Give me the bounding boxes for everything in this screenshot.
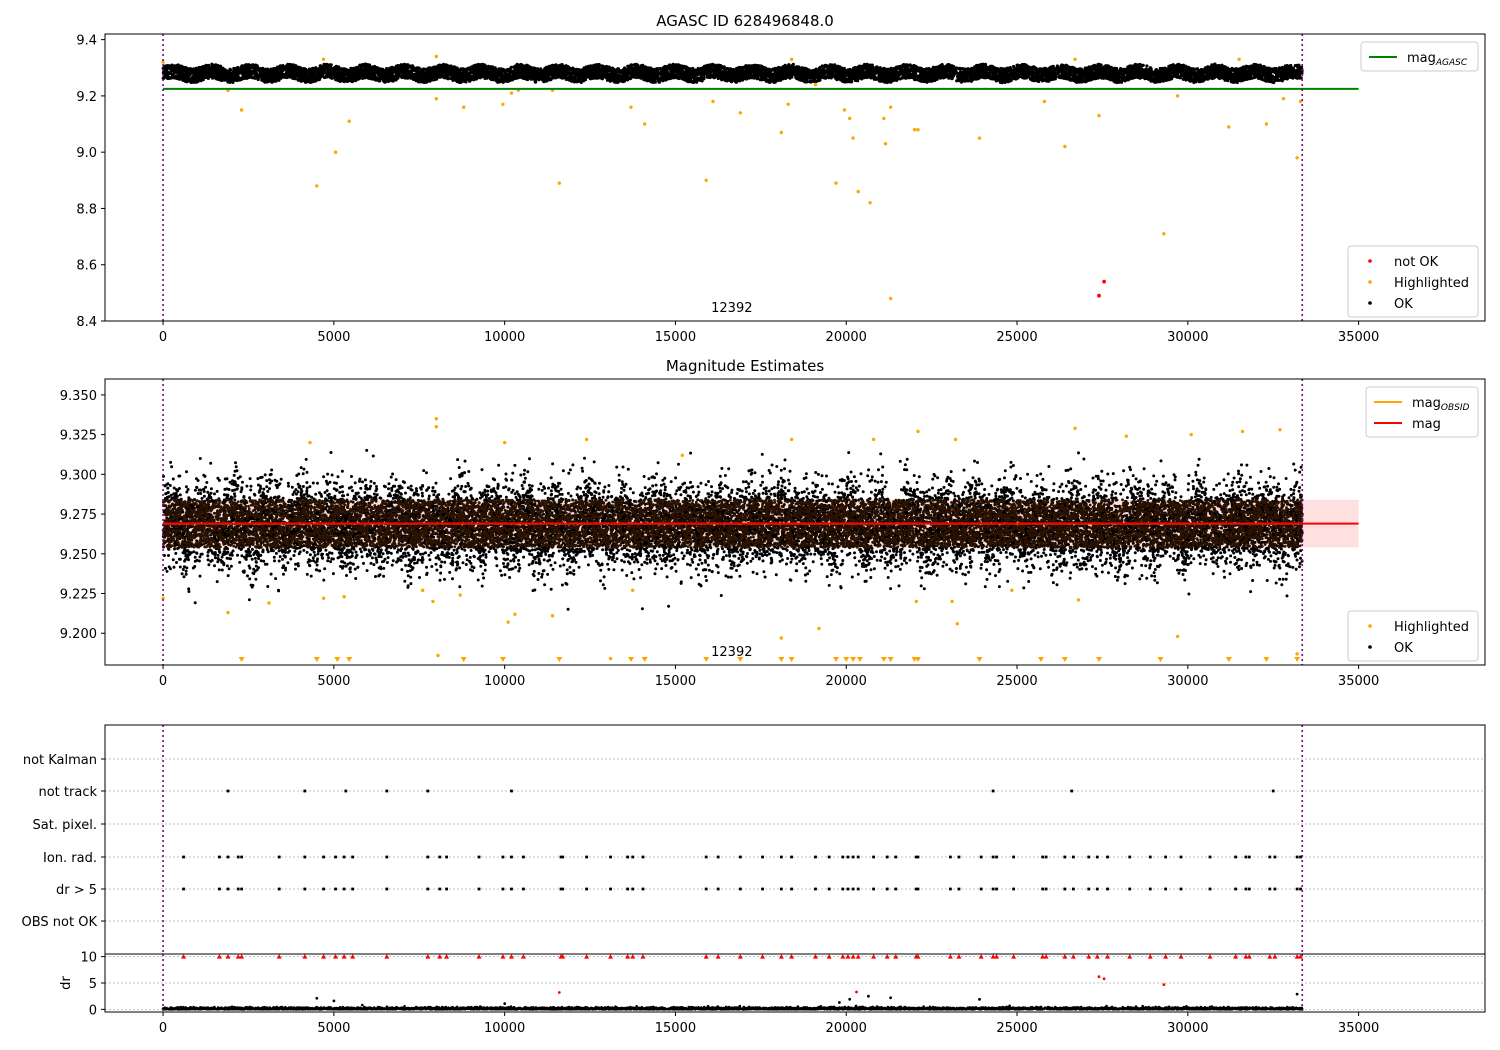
p2-xtick-label-7: 35000: [1338, 674, 1379, 689]
p4-ylabel: dr: [59, 976, 74, 990]
panel-dr: 0 5000 10000 15000 20000 25000 30000 35000 0 5 10 d…: [59, 951, 1486, 1036]
p4-xtick-label-0: 0: [159, 1021, 167, 1036]
p2-ytick-label-4: 9.300: [60, 468, 97, 483]
p2-upper-legend-subscript-0: OBSID: [1441, 403, 1470, 413]
p1-lower-legend-label-0: not OK: [1394, 255, 1439, 270]
p2-title: Magnitude Estimates: [666, 357, 824, 375]
p2-obsid-label: 12392: [711, 645, 752, 660]
p4-xtick-label-6: 30000: [1167, 1021, 1208, 1036]
p1-lower-legend-dot-1: [1368, 280, 1372, 284]
p1-ytick-label-3: 9.0: [76, 146, 97, 161]
p3-flag-label-2: Sat. pixel.: [33, 818, 97, 833]
p1-lower-legend-label-1: Highlighted: [1394, 276, 1469, 291]
p1-xtick-label-4: 20000: [826, 330, 867, 345]
p2-xtick-label-3: 15000: [655, 674, 696, 689]
p4-clipped-high-markers: [181, 954, 1304, 959]
p2-upper-legend-box: [1365, 386, 1479, 438]
p1-ytick-label-2: 8.8: [76, 202, 97, 217]
p1-axes-frame: [104, 33, 1486, 322]
p1-xtick-label-2: 10000: [484, 330, 525, 345]
p2-ytick-label-6: 9.350: [60, 389, 97, 404]
p1-xtick-label-5: 25000: [996, 330, 1037, 345]
p4-xtick-label-1: 5000: [317, 1021, 350, 1036]
p2-xtick-label-2: 10000: [484, 674, 525, 689]
p4-xtick-label-5: 25000: [996, 1021, 1037, 1036]
p2-lower-legend-box: [1347, 610, 1479, 662]
p2-axes-frame: [104, 378, 1486, 666]
p1-ytick-label-4: 9.2: [76, 90, 97, 105]
p1-ytick-label-0: 8.4: [76, 315, 97, 330]
p4-dr-red-points: [557, 975, 1166, 994]
p2-ytick-label-5: 9.325: [60, 429, 97, 444]
p3-flag-label-3: Ion. rad.: [43, 851, 97, 866]
p4-xtick-label-2: 10000: [484, 1021, 525, 1036]
p1-lower-legend-label-2: OK: [1394, 297, 1413, 312]
p1-xtick-label-3: 15000: [655, 330, 696, 345]
p2-ytick-label-2: 9.250: [60, 548, 97, 563]
p3-flag-label-5: OBS not OK: [22, 915, 98, 930]
p1-xtick-label-0: 0: [159, 330, 167, 345]
p1-ok-points: [161, 62, 1304, 85]
p2-ytick-label-0: 9.200: [60, 627, 97, 642]
p4-xtick-label-4: 20000: [826, 1021, 867, 1036]
p4-dr-outliers: [315, 992, 1299, 1005]
p1-lower-legend-dot-0: [1368, 259, 1372, 263]
p3-flag-label-0: not Kalman: [23, 753, 97, 768]
p2-lower-legend-label-1: OK: [1394, 641, 1413, 656]
p2-upper-legend-label-1: mag: [1412, 417, 1441, 432]
p1-lower-legend-dot-2: [1368, 301, 1372, 305]
p4-ytick-label-0: 0: [89, 1003, 97, 1018]
p2-xtick-label-1: 5000: [317, 674, 350, 689]
p1-not-ok-points: [1097, 279, 1106, 298]
panel-agasc: AGASC ID 628496848.0 12392 0 5000 10000 15000…: [76, 12, 1486, 345]
p4-ytick-label-2: 10: [80, 951, 97, 966]
p4-xtick-label-7: 35000: [1338, 1021, 1379, 1036]
p2-xtick-label-5: 25000: [996, 674, 1037, 689]
p1-title: AGASC ID 628496848.0: [656, 12, 834, 30]
p1-ytick-label-5: 9.4: [76, 34, 97, 49]
p2-lower-legend-dot-0: [1368, 624, 1372, 628]
p4-ytick-label-1: 5: [89, 977, 97, 992]
p1-xtick-label-7: 35000: [1338, 330, 1379, 345]
p2-xtick-label-6: 30000: [1167, 674, 1208, 689]
p1-lower-legend-box: [1347, 245, 1479, 318]
p1-ytick-label-1: 8.6: [76, 259, 97, 274]
panel-magnitude-estimates: Magnitude Estimates 12392 0 5000 10000 15000 2…: [60, 357, 1486, 689]
p2-clipped-low-markers: [238, 657, 1301, 662]
p1-upper-legend-box: [1360, 41, 1479, 72]
p3-flag-label-4: dr > 5: [56, 883, 97, 898]
p2-ytick-label-1: 9.225: [60, 588, 97, 603]
p1-highlighted-points: [161, 54, 1303, 301]
p2-xtick-label-0: 0: [159, 674, 167, 689]
p1-xtick-label-6: 30000: [1167, 330, 1208, 345]
p1-xtick-label-1: 5000: [317, 330, 350, 345]
p1-obsid-label: 12392: [711, 301, 752, 316]
p2-lower-legend-dot-1: [1368, 645, 1372, 649]
p1-upper-legend-subscript-0: AGASC: [1435, 58, 1468, 68]
panel-flags: not Kalman not track Sat. pixel. Ion. rad. d…: [22, 724, 1486, 955]
p3-flag-label-1: not track: [38, 785, 97, 800]
p2-lower-legend-label-0: Highlighted: [1394, 620, 1469, 635]
p2-xtick-label-4: 20000: [826, 674, 867, 689]
p4-xtick-label-3: 15000: [655, 1021, 696, 1036]
p4-dr-points: [161, 1003, 1304, 1011]
p2-ytick-label-3: 9.275: [60, 508, 97, 523]
